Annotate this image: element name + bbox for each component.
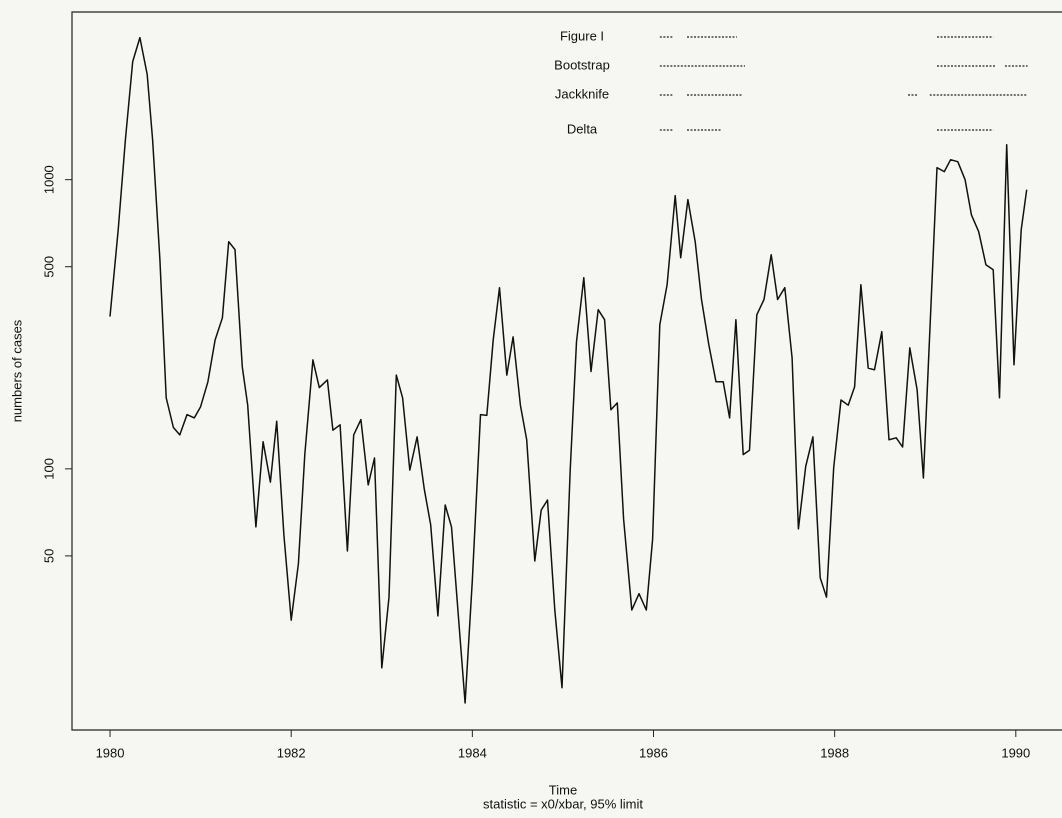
annotation-label: Bootstrap (554, 57, 610, 72)
x-tick-label: 1980 (96, 745, 125, 760)
plot-frame (71, 11, 1062, 731)
x-tick-label: 1988 (820, 745, 849, 760)
annotation-label: Jackknife (555, 86, 609, 101)
data-line (109, 36, 1028, 704)
y-tick-label: 500 (41, 256, 56, 278)
x-tick-label: 1984 (458, 745, 487, 760)
x-tick-label: 1982 (277, 745, 306, 760)
y-tick-label: 1000 (41, 165, 56, 194)
x-tick-label: 1986 (639, 745, 668, 760)
subtitle: statistic = x0/xbar, 95% limit (483, 796, 643, 811)
y-tick-label: 50 (41, 549, 56, 563)
annotation-label: Figure I (560, 28, 604, 43)
annotation-label: Delta (567, 121, 598, 136)
x-tick-label: 1990 (1001, 745, 1030, 760)
y-tick-label: 100 (41, 458, 56, 480)
y-axis-label: numbers of cases (9, 319, 24, 422)
x-axis-label: Time (549, 782, 577, 797)
